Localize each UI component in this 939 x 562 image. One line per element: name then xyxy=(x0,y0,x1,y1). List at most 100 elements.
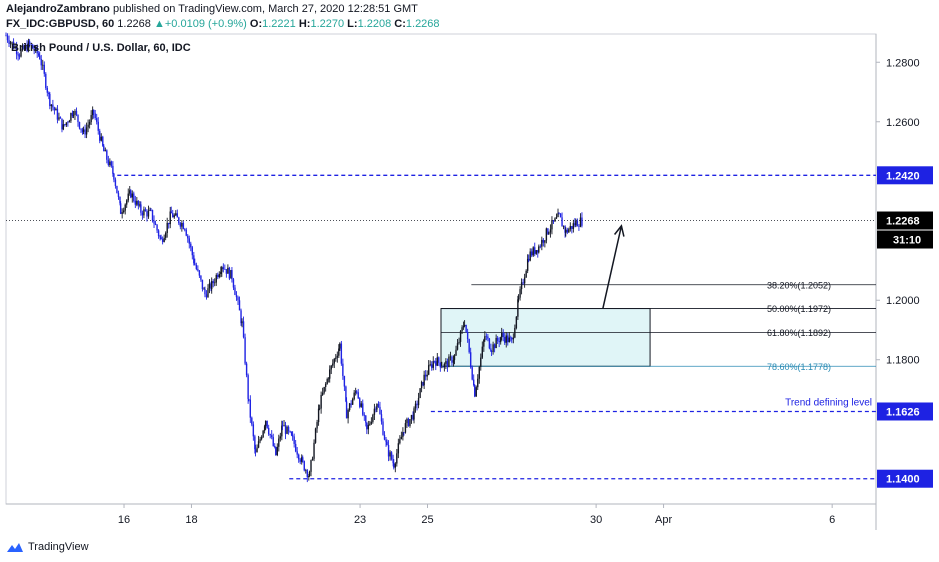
arrow-shaft[interactable] xyxy=(602,225,623,309)
candle-body xyxy=(326,379,328,384)
candle-body xyxy=(347,410,349,419)
candle-body xyxy=(363,414,365,416)
candle-body xyxy=(502,333,504,338)
candle-body xyxy=(247,375,249,399)
candle-body xyxy=(68,120,71,123)
candle-body xyxy=(562,226,565,227)
candle-body xyxy=(422,381,424,386)
candle-body xyxy=(317,408,320,423)
candle-body xyxy=(373,408,376,415)
candle-body xyxy=(523,277,526,284)
candle-body xyxy=(56,108,59,120)
level-price-badge[interactable] xyxy=(877,402,933,421)
low-label: L: xyxy=(347,18,358,30)
level-price-badge[interactable] xyxy=(877,469,933,488)
candle-body xyxy=(248,398,250,400)
candle-body xyxy=(129,190,131,194)
candle-body xyxy=(370,421,373,424)
candle-body xyxy=(42,64,44,66)
fib-zone-box[interactable] xyxy=(440,308,651,367)
time-tick-label: 6 xyxy=(829,514,835,526)
arrow-head-icon[interactable] xyxy=(613,224,625,237)
candle-body xyxy=(507,335,509,343)
candle-body xyxy=(208,283,211,289)
candle-body xyxy=(264,420,267,427)
candle-body xyxy=(318,408,321,410)
candle-body xyxy=(82,129,85,132)
candle-body xyxy=(126,200,128,205)
open-label: O: xyxy=(249,18,263,30)
candle-body xyxy=(520,282,523,290)
projection-arrow[interactable] xyxy=(602,224,625,309)
candle-body xyxy=(438,357,440,363)
candle-body xyxy=(396,453,398,464)
candle-body xyxy=(74,110,76,115)
candle-body xyxy=(427,365,430,375)
candle-body xyxy=(207,288,209,298)
candle-body xyxy=(477,378,479,388)
candle-body xyxy=(14,46,16,49)
candle-body xyxy=(404,423,407,433)
candle-body xyxy=(564,226,566,233)
time-tick-label: 25 xyxy=(421,514,433,526)
candle-body xyxy=(254,449,257,453)
fib-level-label: 61.80%(1.1892) xyxy=(767,328,831,338)
candle-body xyxy=(335,357,337,359)
candle-body xyxy=(221,267,223,272)
candle-body xyxy=(377,403,380,407)
candle-body xyxy=(72,114,75,116)
candle-body xyxy=(487,336,489,339)
high-value: 1.2270 xyxy=(310,18,345,30)
candle-body xyxy=(96,118,98,122)
candle-body xyxy=(333,358,335,364)
candle-body xyxy=(498,340,500,343)
fib-level-label: 50.00%(1.1972) xyxy=(767,304,831,314)
candle-body xyxy=(445,361,447,364)
candle-body xyxy=(359,398,361,407)
time-axis[interactable]: 16 18 23 25 30 Apr 6 xyxy=(118,504,835,526)
candle-body xyxy=(103,145,105,152)
price-tick-label: 1.2600 xyxy=(886,117,920,129)
candle-body xyxy=(407,418,410,426)
fibonacci-retracement[interactable]: 38.20%(1.2052) 50.00%(1.1972) 61.80%(1.189… xyxy=(440,280,876,372)
candle-body xyxy=(256,447,258,453)
candle-body xyxy=(58,117,60,120)
current-price-badge[interactable] xyxy=(877,211,933,230)
candle-body xyxy=(90,115,92,123)
candle-body xyxy=(287,426,290,432)
candle-body xyxy=(402,432,404,437)
candle-body xyxy=(75,110,78,115)
level-price-badge[interactable] xyxy=(877,166,933,185)
candle-body xyxy=(238,300,241,311)
candle-body xyxy=(77,114,79,123)
candle-body xyxy=(143,209,145,216)
candle-body xyxy=(510,337,512,339)
author-name[interactable]: AlejandroZambrano xyxy=(6,3,110,15)
horizontal-levels[interactable]: Trend defining level xyxy=(6,174,876,480)
candle-body xyxy=(160,237,162,240)
candle-body xyxy=(568,229,570,233)
candle-body xyxy=(375,408,377,410)
candle-body xyxy=(184,228,186,230)
candle-body xyxy=(436,357,438,366)
candle-body xyxy=(499,337,502,343)
candle-body xyxy=(26,45,28,52)
candle-body xyxy=(34,46,37,51)
candle-body xyxy=(515,316,518,328)
tradingview-footer[interactable]: TradingView xyxy=(6,541,89,553)
candle-body xyxy=(581,217,583,226)
candle-body xyxy=(343,375,346,387)
footer-brand: TradingView xyxy=(28,541,89,553)
candle-body xyxy=(394,463,397,468)
candle-body xyxy=(227,267,229,274)
candle-body xyxy=(459,331,462,342)
price-axis[interactable]: 1.2800 1.2600 1.2000 1.1800 1.2420 1.1626 1.14… xyxy=(876,57,933,488)
candle-body xyxy=(122,210,125,213)
candle-body xyxy=(220,271,222,275)
candle-body xyxy=(241,321,243,324)
candle-body xyxy=(360,403,362,407)
price-tick-label: 1.1800 xyxy=(886,355,920,367)
candle-body xyxy=(71,113,74,116)
candle-body xyxy=(345,401,348,419)
